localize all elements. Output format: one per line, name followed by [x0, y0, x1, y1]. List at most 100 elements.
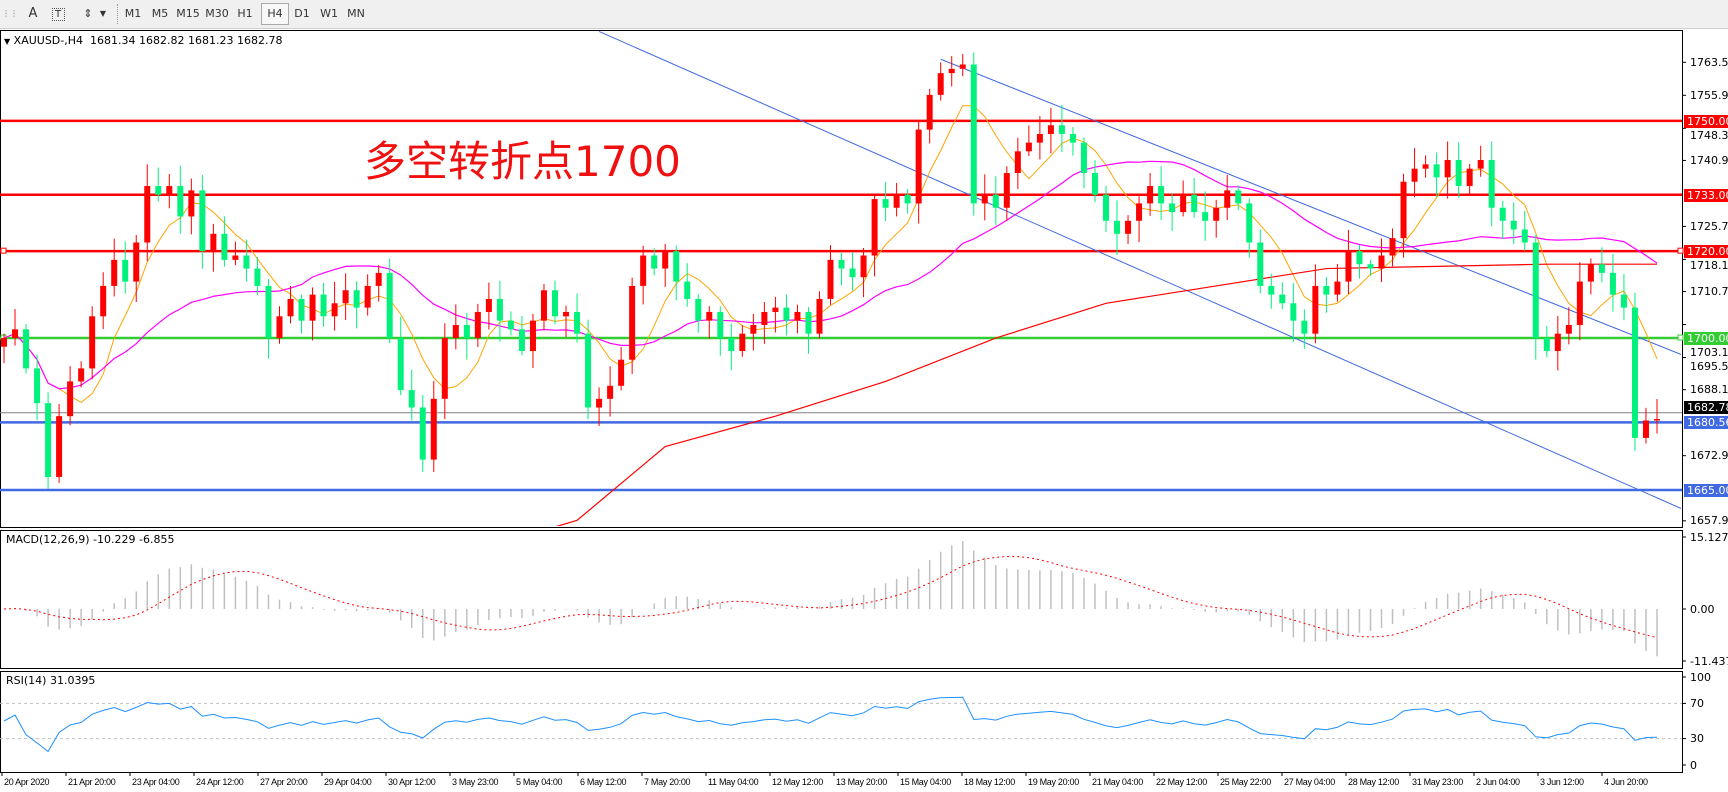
time-label: 22 May 12:00 [1156, 777, 1207, 787]
collapse-triangle-icon[interactable]: ▼ [4, 37, 11, 46]
candle-body [1367, 264, 1374, 269]
timeframe-h4-button[interactable]: H4 [261, 3, 289, 25]
candle-body [1147, 186, 1154, 204]
timeframe-d1-button[interactable]: D1 [294, 7, 310, 20]
candle-body [618, 359, 625, 386]
price-tick-label: 1657.90 [1690, 514, 1728, 528]
timeframe-mn-button[interactable]: MN [347, 7, 365, 20]
candle-body [1003, 173, 1010, 208]
candle-body [419, 407, 426, 460]
price-tick-label: 1748.30 [1690, 128, 1728, 142]
candle-body [574, 311, 581, 334]
ohlc-readout: 1681.34 1682.82 1681.23 1682.78 [90, 34, 283, 47]
candle-body [254, 268, 261, 286]
candle-body [728, 338, 735, 352]
time-label: 21 May 04:00 [1092, 777, 1143, 787]
macd-tick-label: 15.127 [1690, 530, 1728, 544]
candle-body [596, 398, 603, 408]
candle-body [563, 311, 570, 317]
candle-body [1224, 190, 1231, 208]
candle-body [287, 298, 294, 317]
price-tick-label: 1740.90 [1690, 153, 1728, 167]
candle-body [1433, 164, 1440, 178]
candle-body [474, 311, 481, 339]
time-label: 3 May 23:00 [452, 777, 499, 787]
candle-body [1356, 251, 1363, 265]
candle-body [1290, 303, 1297, 321]
candle-body [915, 129, 922, 204]
candle-body [100, 285, 107, 317]
timeframe-m15-button[interactable]: M15 [176, 7, 200, 20]
price-level-label: 1733.00 [1684, 188, 1728, 202]
price-level-label: 1680.56 [1684, 416, 1728, 430]
candle-body [23, 329, 30, 369]
candle-body [1025, 142, 1032, 152]
candle-body [1543, 338, 1550, 352]
candle-body [320, 294, 327, 317]
timeframe-m5-button[interactable]: M5 [151, 7, 169, 20]
symbol-label: XAUUSD-,H4 [13, 34, 84, 47]
candle-body [838, 259, 845, 269]
macd-tick-label: -11.437 [1690, 654, 1728, 668]
candle-body [882, 199, 889, 208]
time-label: 30 Apr 12:00 [388, 777, 436, 787]
candle-body [871, 199, 878, 256]
text-icon[interactable]: A [28, 6, 38, 21]
timeframe-m1-button[interactable]: M1 [124, 7, 142, 20]
candle-body [166, 186, 173, 195]
candle-body [1213, 207, 1220, 221]
candle-body [1080, 142, 1087, 174]
candle-body [430, 398, 437, 460]
candle-body [1400, 181, 1407, 239]
time-label: 28 May 12:00 [1348, 777, 1399, 787]
main-panel-frame [0, 30, 1683, 528]
candle-body [485, 298, 492, 312]
candle-body [342, 290, 349, 304]
time-label: 29 Apr 04:00 [324, 777, 372, 787]
time-label: 2 Jun 04:00 [1476, 777, 1520, 787]
candle-body [133, 242, 140, 282]
candle-body [276, 316, 283, 339]
candle-body [1576, 281, 1583, 325]
candle-body [640, 255, 647, 286]
price-tick-label: 1703.10 [1690, 346, 1728, 360]
time-label: 4 Jun 20:00 [1604, 777, 1648, 787]
toolbar-separator [117, 4, 119, 24]
candle-body [1279, 294, 1286, 304]
main-plot [1, 31, 1681, 526]
candle-body [441, 338, 448, 399]
candle-body [761, 311, 768, 325]
candle-body [89, 316, 96, 369]
price-tick-label: 1688.10 [1690, 383, 1728, 397]
rsi-label: RSI(14) 31.0395 [6, 674, 96, 687]
candle-body [1598, 264, 1605, 273]
price-level-label: 1750.00 [1684, 114, 1728, 128]
text-label-icon[interactable]: T [50, 5, 66, 23]
timeframe-m30-button[interactable]: M30 [205, 7, 229, 20]
candle-body [1654, 419, 1660, 421]
candle-body [188, 190, 195, 217]
candle-body [1, 338, 7, 347]
candle-body [1642, 420, 1649, 438]
candle-body [684, 281, 691, 299]
candle-body [1069, 133, 1076, 143]
candle-body [1257, 242, 1264, 286]
arrows-icon[interactable]: ⇕ [83, 7, 93, 20]
timeframe-h1-button[interactable]: H1 [237, 7, 253, 20]
candle-body [1103, 194, 1109, 221]
candle-body [1246, 203, 1253, 243]
candle-body [298, 298, 305, 321]
timeframe-w1-button[interactable]: W1 [320, 7, 338, 20]
candle-body [1422, 164, 1429, 169]
candle-body [1411, 168, 1418, 182]
price-tick-label: 1725.70 [1690, 219, 1728, 233]
price-tick-label: 1695.50 [1690, 360, 1728, 374]
candle-body [122, 259, 129, 282]
grid-icon[interactable]: ⋮⋮ [2, 9, 18, 18]
time-label: 11 May 04:00 [708, 777, 759, 787]
candle-body [1609, 272, 1616, 295]
dropdown-arrow-icon[interactable]: ▼ [99, 9, 107, 18]
candle-body [1180, 194, 1187, 213]
price-level-label: 1720.00 [1684, 245, 1728, 259]
